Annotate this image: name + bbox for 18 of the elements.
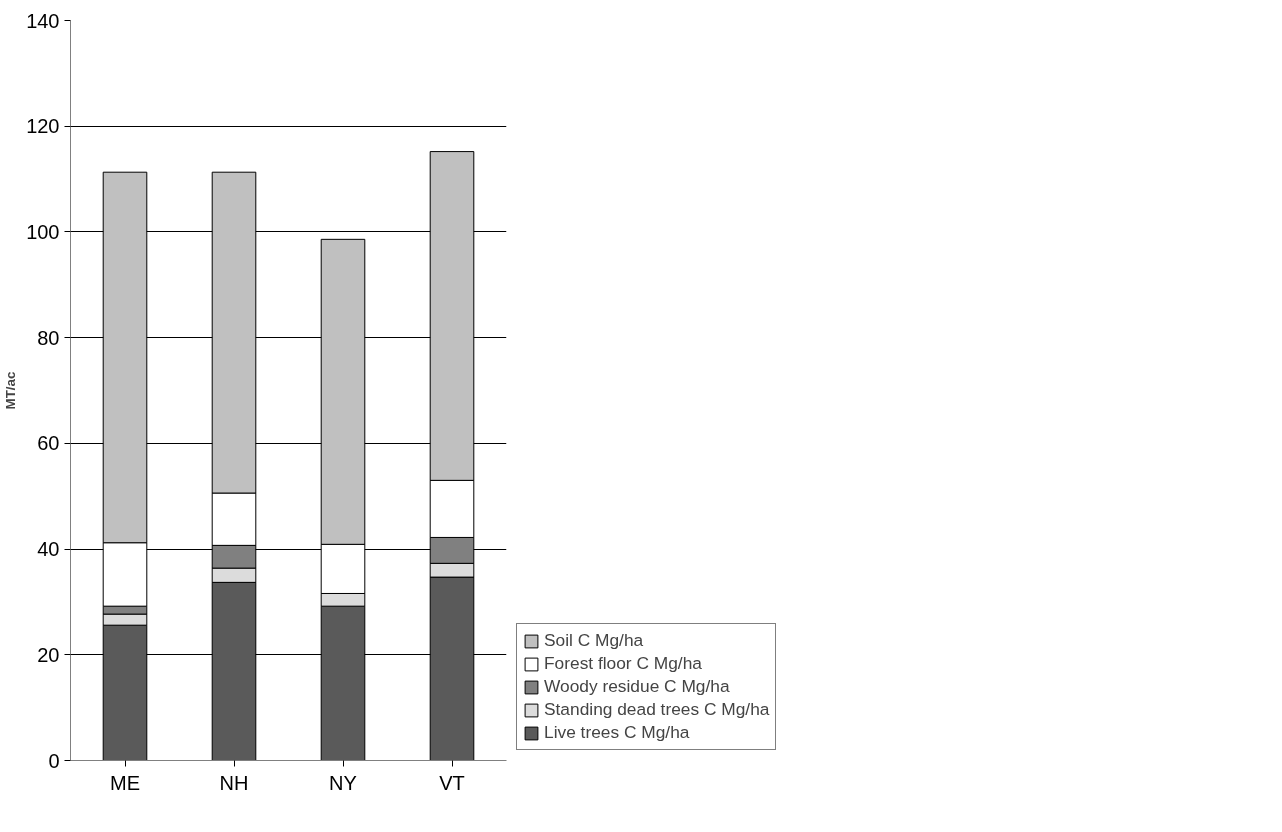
y-tick-label: 140 — [26, 9, 60, 32]
y-tick-label: 80 — [37, 326, 60, 349]
y-tick-label: 120 — [26, 115, 60, 138]
y-tick-label: 40 — [37, 538, 60, 561]
legend-label: Standing dead trees C Mg/ha — [544, 699, 770, 720]
legend-label: Forest floor C Mg/ha — [544, 653, 702, 674]
y-tick-label: 0 — [48, 749, 60, 772]
x-tick-label: VT — [439, 771, 465, 794]
x-tick-label: ME — [110, 771, 140, 794]
x-tick-label: NH — [219, 771, 249, 794]
y-tick-label: 60 — [37, 432, 60, 455]
x-tick-label: NY — [329, 771, 357, 794]
y-tick-label: 20 — [37, 643, 60, 666]
legend-label: Soil C Mg/ha — [544, 630, 644, 651]
y-axis-title: MT/ac — [3, 371, 19, 410]
y-tick-label: 100 — [26, 220, 60, 243]
legend-label: Woody residue C Mg/ha — [544, 676, 730, 697]
legend-label: Live trees C Mg/ha — [544, 722, 690, 743]
